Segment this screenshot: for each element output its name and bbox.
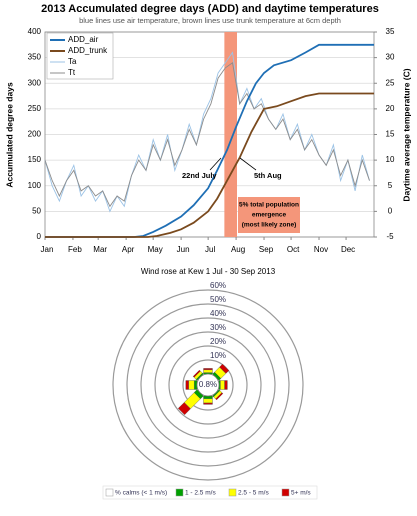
legend-swatch bbox=[105, 488, 114, 497]
ring-label: 30% bbox=[210, 323, 226, 332]
y2-tick-label: 5 bbox=[388, 181, 393, 190]
legend-swatch bbox=[228, 488, 237, 497]
legend-label: ADD_air bbox=[68, 35, 99, 44]
note-text: (most likely zone) bbox=[242, 222, 297, 229]
y-tick-label: 100 bbox=[28, 181, 42, 190]
y2-tick-label: 15 bbox=[386, 130, 395, 139]
ring bbox=[126, 303, 290, 467]
legend-label: 5+ m/s bbox=[291, 490, 311, 497]
rose-segment bbox=[188, 380, 195, 390]
y2-tick-label: 0 bbox=[388, 206, 393, 215]
rose-segment bbox=[219, 363, 230, 374]
legend-swatch bbox=[281, 488, 290, 497]
series-line bbox=[45, 43, 374, 238]
chart-title: 2013 Accumulated degree days (ADD) and d… bbox=[41, 3, 379, 15]
ring bbox=[182, 359, 234, 411]
ring-label: 10% bbox=[210, 351, 226, 360]
calm-label: 0.8% bbox=[199, 380, 217, 389]
y2-tick-label: 35 bbox=[386, 27, 395, 36]
highlight-band bbox=[224, 32, 237, 237]
legend-label: 2.5 - 5 m/s bbox=[238, 490, 269, 497]
annotation: 22nd July bbox=[182, 171, 217, 180]
rose-segment bbox=[185, 380, 189, 390]
rose-segment bbox=[203, 368, 213, 370]
note-box bbox=[238, 197, 300, 233]
legend-label: ADD_trunk bbox=[68, 46, 108, 55]
windrose-title: Wind rose at Kew 1 Jul - 30 Sep 2013 bbox=[141, 267, 276, 276]
series-line bbox=[44, 62, 370, 208]
y2-tick-label: 10 bbox=[386, 155, 395, 164]
rose-segment bbox=[215, 392, 224, 401]
ring-label: 40% bbox=[210, 309, 226, 318]
chart-subtitle: blue lines use air temperature, brown li… bbox=[79, 16, 341, 25]
x-tick-label: Apr bbox=[122, 245, 135, 254]
rose-segment bbox=[224, 380, 228, 390]
y-tick-label: 150 bbox=[28, 155, 42, 164]
ring bbox=[154, 331, 262, 439]
x-tick-label: Mar bbox=[93, 245, 107, 254]
x-tick-label: Jan bbox=[41, 245, 54, 254]
ring-label: 60% bbox=[210, 281, 226, 290]
annotation: 5th Aug bbox=[254, 171, 282, 180]
ring-label: 20% bbox=[210, 337, 226, 346]
rose-segment bbox=[203, 395, 213, 399]
rose-segment bbox=[192, 369, 201, 378]
y2-tick-label: 20 bbox=[386, 104, 395, 113]
y2-axis-title: Daytime average temperature (C) bbox=[401, 68, 411, 201]
annotation-arrow bbox=[239, 157, 257, 171]
rose-segment bbox=[220, 380, 225, 390]
y-axis-title: Accumulated degree days bbox=[4, 82, 14, 188]
y2-tick-label: 30 bbox=[386, 53, 395, 62]
legend-label: 1 - 2.5 m/s bbox=[185, 490, 216, 497]
x-tick-label: Oct bbox=[287, 245, 300, 254]
y2-tick-label: -5 bbox=[386, 232, 394, 241]
y-tick-label: 50 bbox=[32, 206, 41, 215]
series-line bbox=[45, 92, 374, 238]
annotation-arrow bbox=[209, 157, 222, 171]
rose-segment bbox=[203, 369, 213, 373]
y-tick-label: 0 bbox=[37, 232, 42, 241]
calm-circle bbox=[196, 373, 220, 397]
y-tick-label: 350 bbox=[28, 53, 42, 62]
y-tick-label: 300 bbox=[28, 78, 42, 87]
rose-segment bbox=[203, 402, 213, 405]
y-tick-label: 200 bbox=[28, 130, 42, 139]
legend-swatch bbox=[175, 488, 184, 497]
y-tick-label: 250 bbox=[28, 104, 42, 113]
x-tick-label: Nov bbox=[314, 245, 328, 254]
x-tick-label: Dec bbox=[341, 245, 355, 254]
y2-tick-label: 25 bbox=[386, 78, 395, 87]
legend-label: Ta bbox=[68, 57, 77, 66]
rose-segment bbox=[193, 380, 198, 390]
y-tick-label: 400 bbox=[28, 27, 42, 36]
x-tick-label: Sep bbox=[259, 245, 274, 254]
x-tick-label: Feb bbox=[68, 245, 82, 254]
x-tick-label: Jun bbox=[177, 245, 190, 254]
ring bbox=[140, 317, 276, 453]
note-text: emergence bbox=[252, 212, 287, 219]
ring-label: 50% bbox=[210, 295, 226, 304]
legend-box bbox=[102, 485, 318, 500]
ring bbox=[168, 345, 248, 425]
x-tick-label: Jul bbox=[205, 245, 215, 254]
legend-label: Tt bbox=[68, 68, 76, 77]
note-text: 5% total population bbox=[239, 202, 299, 209]
rose-segment bbox=[177, 402, 191, 416]
series-line bbox=[44, 51, 370, 213]
plot-frame bbox=[44, 31, 375, 238]
x-tick-label: Aug bbox=[231, 245, 245, 254]
ring bbox=[112, 289, 304, 481]
legend-label: % calms (< 1 m/s) bbox=[115, 490, 167, 497]
rose-segment bbox=[203, 398, 213, 404]
x-tick-label: May bbox=[148, 245, 163, 254]
